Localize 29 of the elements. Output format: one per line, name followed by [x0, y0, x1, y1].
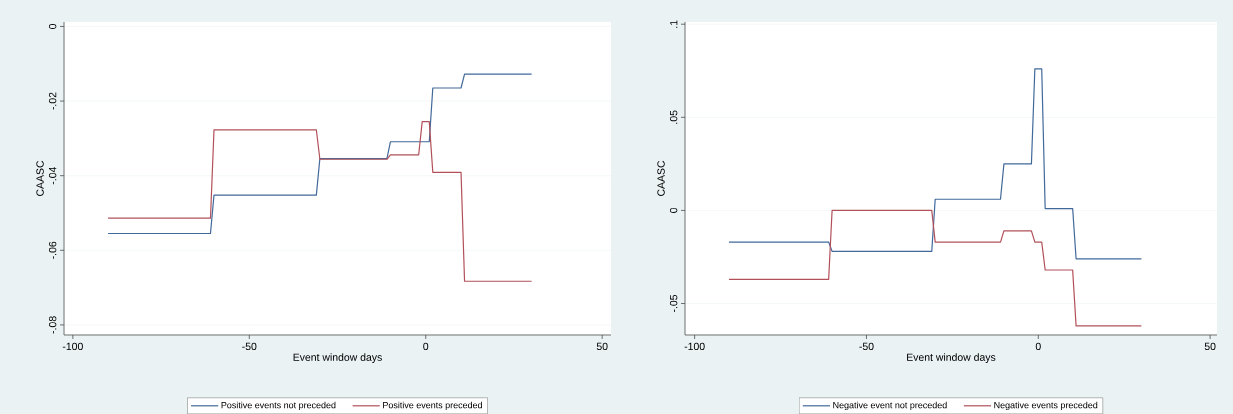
x-tick-label: 0	[423, 342, 429, 351]
legend-label: Negative event not preceded	[833, 401, 947, 411]
y-tick-label: -.02	[48, 92, 57, 110]
x-tick-label: -50	[859, 342, 874, 351]
x-tick-label: 50	[1204, 342, 1216, 351]
line-series	[728, 68, 1142, 260]
y-tick-label: -.08	[48, 316, 57, 334]
x-tick-label: -50	[242, 342, 257, 351]
y-tick-label: -.06	[48, 241, 57, 259]
x-tick-label: 0	[1035, 342, 1041, 351]
x-tick-label: -100	[684, 342, 705, 351]
line-series	[728, 209, 1142, 327]
x-tick-label: -100	[62, 342, 83, 351]
line-series	[107, 73, 533, 235]
y-tick-label: 0	[48, 23, 57, 29]
y-axis-title: CAASC	[657, 160, 665, 196]
legend-label: Negative events preceded	[994, 401, 1098, 411]
x-axis-title: Event window days	[907, 353, 996, 363]
y-tick-label: 0	[669, 207, 678, 213]
y-tick-label: .05	[669, 110, 678, 124]
x-tick-label: 50	[596, 342, 608, 351]
y-tick-label: .1	[670, 20, 678, 28]
y-tick-label: -.05	[669, 294, 678, 313]
x-axis-title: Event window days	[293, 353, 382, 363]
y-tick-label: -.04	[48, 166, 57, 185]
legend-label: Positive events preceded	[383, 401, 482, 411]
legend-label: Positive events not preceded	[221, 401, 336, 411]
line-series	[107, 120, 533, 282]
y-axis-title: CAASC	[36, 160, 44, 196]
